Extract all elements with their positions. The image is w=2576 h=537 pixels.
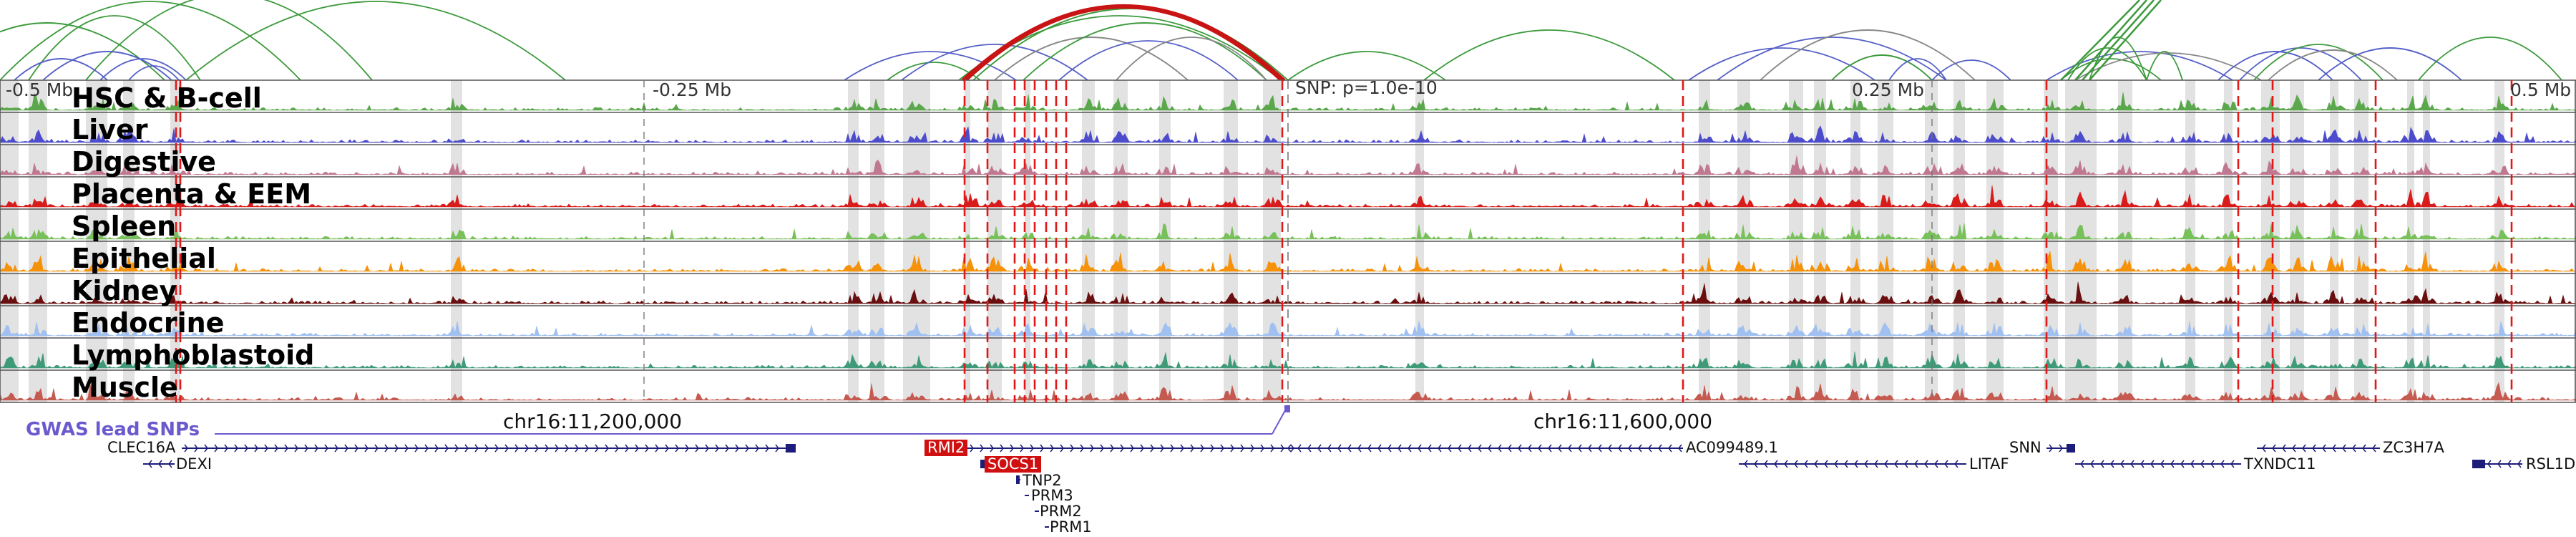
gene-zc3h7a: ZC3H7A [2383,439,2444,456]
gene-dexi: DEXI [176,455,213,473]
gene-rmi2: RMI2 [924,440,968,456]
gene-socs1: SOCS1 [985,456,1042,473]
track-label-digestive: Digestive [72,146,216,178]
track-label-placenta: Placenta & EEM [72,178,312,210]
track-label-endocrine: Endocrine [72,307,225,339]
gene-rsl1d1: RSL1D1 [2526,455,2576,473]
track-label-liver: Liver [72,114,148,145]
ruler-left: -0.5 Mb [6,79,74,100]
gene-litaf: LITAF [1969,455,2009,473]
track-label-hsc: HSC & B-cell [72,82,262,114]
ruler-snp: SNP: p=1.0e-10 [1295,77,1438,98]
ruler-mid-right: 0.25 Mb [1852,79,1925,100]
gene-ac099489: AC099489.1 [1686,439,1778,456]
gene-snn: SNN [2009,439,2041,456]
chromatin-loop-arcs [0,0,2562,82]
gene-prm3: PRM3 [1031,487,1073,504]
ruler-mid-left: -0.25 Mb [653,79,732,100]
gwas-lead-snps-label: GWAS lead SNPs [26,419,200,440]
coordinate-c2: chr16:11,600,000 [1533,410,1713,433]
gene-prm2: PRM2 [1040,503,1082,520]
gene-clec16a: CLEC16A [107,439,176,456]
gene-txndc11: TXNDC11 [2244,455,2316,473]
track-label-spleen: Spleen [72,211,177,242]
track-label-lymphoblastoid: Lymphoblastoid [72,339,315,371]
ruler-right: 0.5 Mb [2510,79,2572,100]
track-label-muscle: Muscle [72,372,178,403]
track-label-epithelial: Epithelial [72,243,216,274]
track-label-kidney: Kidney [72,275,177,306]
gene-annotations [143,405,2522,528]
snp-lines [175,80,2513,402]
gene-prm1: PRM1 [1050,518,1092,536]
coordinate-c1: chr16:11,200,000 [503,410,683,433]
gene-tnp2: TNP2 [1023,472,1062,489]
